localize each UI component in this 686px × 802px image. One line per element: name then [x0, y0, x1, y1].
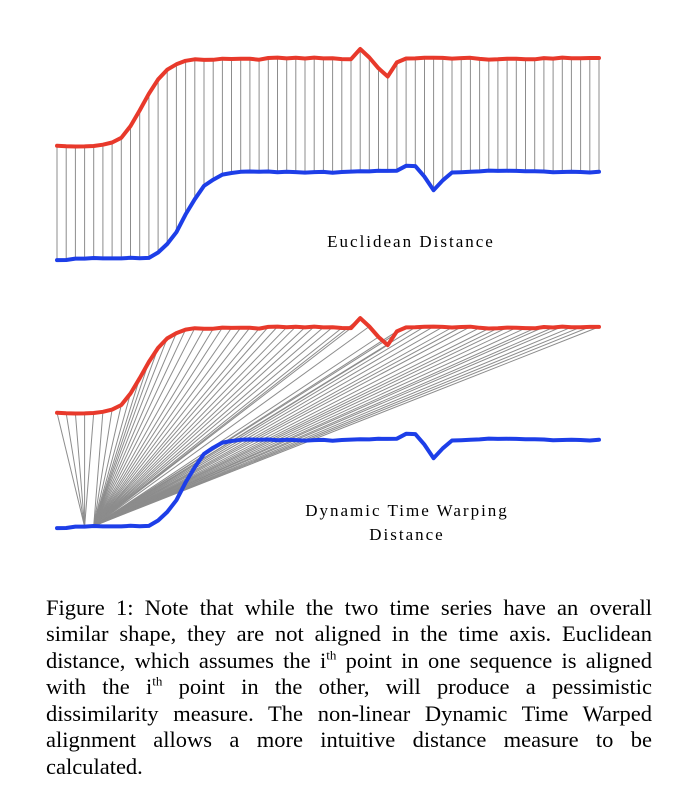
- dtw-connector-line: [93, 327, 306, 527]
- dtw-connector-line: [93, 326, 315, 527]
- dtw-connector-line: [93, 326, 572, 527]
- dtw-connector-line: [93, 317, 361, 527]
- dtw-connector-line: [93, 328, 205, 527]
- dtw-panel: [55, 316, 601, 531]
- dtw-connector-line: [93, 326, 462, 527]
- dtw-connector-line: [93, 326, 434, 527]
- dtw-connector-line: [56, 412, 86, 527]
- dtw-connector-line: [93, 336, 379, 527]
- dtw-connector-line: [93, 327, 223, 527]
- dtw-connector-line: [93, 327, 480, 527]
- caption-superscript-1: th: [326, 647, 337, 662]
- dtw-panel-label-line1: Dynamic Time Warping: [305, 501, 509, 520]
- dtw-connector-line: [93, 411, 104, 527]
- dtw-connector-line: [93, 326, 297, 527]
- euclidean-connectors: [56, 49, 600, 261]
- dtw-connector-line: [93, 327, 251, 527]
- euclidean-panel: [55, 47, 601, 263]
- dtw-connector-line: [93, 326, 269, 527]
- dtw-connector-line: [93, 328, 260, 527]
- dtw-connector-line: [93, 326, 471, 527]
- caption-superscript-2: th: [152, 673, 163, 689]
- dtw-connector-line: [93, 326, 600, 527]
- dtw-connector-line: [93, 347, 159, 527]
- dtw-connector-line: [93, 327, 196, 527]
- dtw-connector-line: [93, 327, 453, 527]
- caption-text-1: Figure 1: Note that while the two time s…: [46, 594, 652, 673]
- dtw-connector-line: [93, 326, 581, 527]
- dtw-connector-line: [93, 326, 416, 527]
- dtw-connector-line: [93, 326, 407, 527]
- dtw-connector-line: [93, 378, 141, 527]
- dtw-connector-line: [93, 361, 150, 527]
- dtw-connector-line: [93, 326, 563, 527]
- caption-text-3: point in the other, will produce a pessi…: [46, 674, 652, 779]
- dtw-connector-line: [93, 326, 590, 527]
- euclidean-series-a-line: [55, 47, 601, 149]
- dtw-connector-line: [93, 404, 122, 527]
- dtw-connector-line: [93, 327, 499, 527]
- dtw-connector-line: [93, 327, 526, 527]
- dtw-connector-line: [84, 412, 95, 527]
- dtw-series-b-line: [55, 431, 601, 531]
- dtw-connector-line: [93, 327, 324, 527]
- figure-caption: Figure 1: Note that while the two time s…: [46, 595, 652, 781]
- dtw-series-a-line: [55, 316, 601, 416]
- dtw-connector-line: [93, 327, 343, 527]
- euclidean-series-b-line: [55, 163, 601, 263]
- dtw-connector-line: [93, 326, 370, 527]
- caption-text-2: point in one sequence is aligned with th…: [46, 647, 652, 700]
- dtw-connector-line: [93, 327, 508, 527]
- figure-illustration: [55, 47, 601, 531]
- dtw-connector-line: [65, 413, 86, 527]
- dtw-connector-line: [93, 338, 168, 527]
- dtw-panel-label-line2: Distance: [369, 525, 445, 544]
- dtw-connectors: [56, 317, 600, 527]
- dtw-connector-line: [93, 327, 517, 527]
- dtw-connector-line: [93, 332, 177, 527]
- dtw-connector-line: [93, 326, 333, 527]
- dtw-connector-line: [93, 326, 278, 527]
- dtw-connector-line: [93, 393, 131, 527]
- dtw-connector-line: [93, 326, 425, 527]
- dtw-connector-line: [93, 328, 490, 527]
- dtw-connector-line: [93, 326, 545, 527]
- dtw-connector-line: [93, 326, 444, 527]
- dtw-connector-line: [93, 329, 187, 527]
- dtw-panel-label: Dynamic Time Warping Distance: [262, 499, 552, 547]
- euclidean-panel-label: Euclidean Distance: [327, 232, 495, 251]
- dtw-connector-line: [93, 326, 288, 527]
- dtw-connector-line: [93, 409, 113, 527]
- dtw-connector-line: [74, 413, 86, 527]
- dtw-connector-line: [93, 327, 232, 527]
- dtw-connector-line: [93, 328, 214, 527]
- dtw-connector-line: [93, 327, 242, 527]
